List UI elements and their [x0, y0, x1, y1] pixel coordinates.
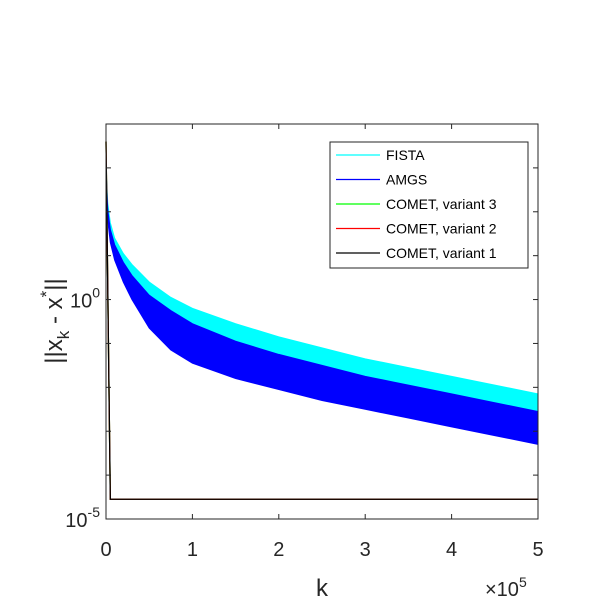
legend-label: AMGS [386, 172, 427, 188]
x-axis-exponent: ×105 [485, 574, 527, 598]
y-axis-label: ||xk - x*|| [37, 278, 73, 363]
x-tick-label: 0 [100, 539, 111, 561]
y-axis-label-sub: k [54, 330, 73, 339]
legend-label: COMET, variant 2 [386, 221, 497, 237]
y-tick-label: 10-5 [65, 504, 100, 532]
y-axis-label-end: || [41, 278, 68, 290]
legend: FISTA AMGS COMET, variant 3 COMET, variant … [329, 141, 529, 269]
legend-label: COMET, variant 3 [386, 196, 497, 212]
x-tick-label: 2 [273, 539, 284, 561]
x-tick-label: 4 [446, 539, 457, 561]
x-axis-exponent-power: 5 [519, 574, 527, 590]
y-tick-label: 100 [70, 285, 100, 313]
x-axis-label: k [316, 575, 329, 598]
y-tick-label-exponent: -5 [88, 504, 101, 520]
y-axis-label-rest: - x [41, 297, 68, 330]
series-layer [105, 141, 539, 500]
legend-label: FISTA [386, 147, 425, 163]
x-axis-exponent-base: ×10 [485, 579, 519, 598]
x-tick-label: 5 [532, 539, 543, 561]
x-tick-label: 3 [360, 539, 371, 561]
x-tick-label: 1 [187, 539, 198, 561]
plot-frame [105, 123, 539, 520]
legend-box [329, 141, 529, 269]
y-tick-label-base: 10 [70, 291, 92, 313]
y-axis-label-main: ||x [41, 339, 68, 363]
y-tick-label-base: 10 [65, 510, 87, 532]
legend-label: COMET, variant 1 [386, 245, 497, 261]
series-line-comet-variant-1 [105, 141, 538, 500]
y-axis-label-sup: * [37, 290, 56, 297]
y-tick-label-exponent: 0 [92, 285, 100, 301]
